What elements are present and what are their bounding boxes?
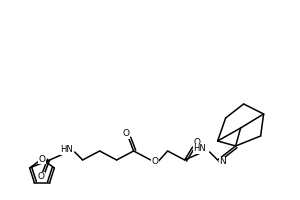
Text: N: N <box>219 157 226 166</box>
Text: HN: HN <box>193 144 206 153</box>
Text: O: O <box>38 154 46 164</box>
Text: O: O <box>122 129 129 138</box>
Text: HN: HN <box>60 145 73 154</box>
Text: O: O <box>151 157 158 166</box>
Text: O: O <box>37 172 44 181</box>
Text: O: O <box>193 138 200 147</box>
